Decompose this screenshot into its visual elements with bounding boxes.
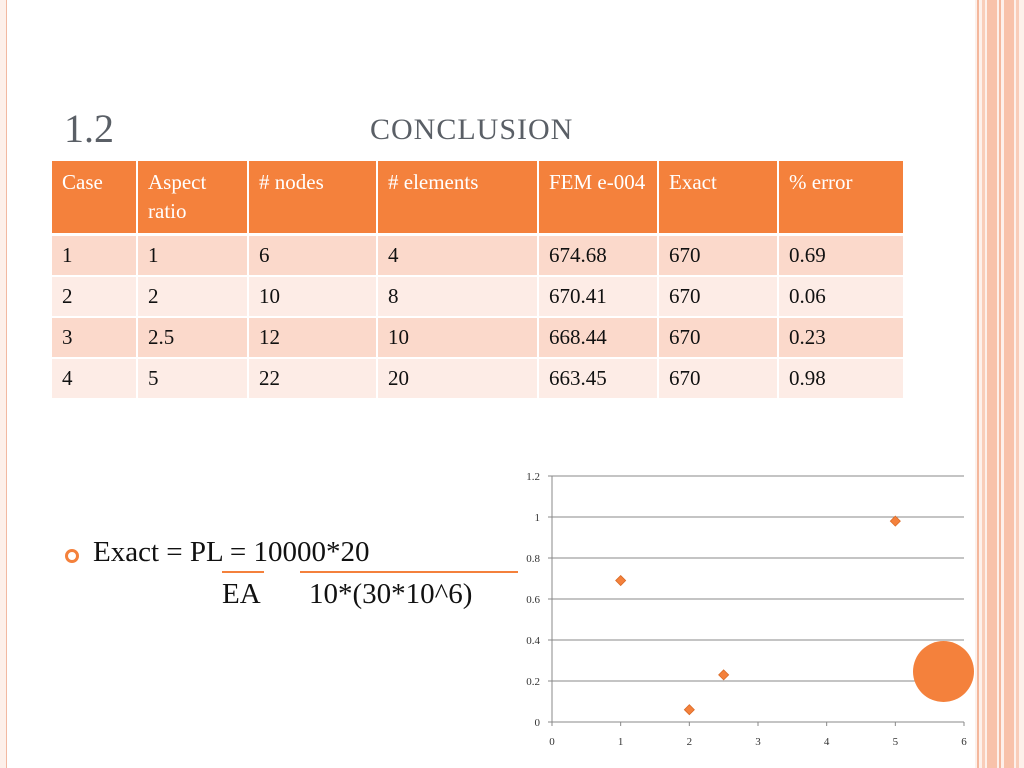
formula-numerator-symbol: PL — [189, 536, 223, 568]
data-point — [889, 515, 901, 527]
decor-stripe — [1004, 0, 1014, 768]
table-cell: 668.44 — [538, 316, 659, 359]
chart-points — [615, 515, 901, 716]
table-cell: 12 — [248, 316, 378, 359]
fraction-bar — [300, 571, 518, 573]
formula-denominator-symbol: EA — [222, 578, 261, 610]
slide-title: CONCLUSION — [370, 113, 574, 146]
formula-lhs: Exact = — [93, 536, 190, 568]
table-cell: 20 — [377, 357, 539, 400]
chart-grid — [551, 475, 964, 723]
table-cell: 5 — [137, 357, 249, 400]
table-cell: 1 — [52, 234, 138, 277]
table-cell: 0.69 — [778, 234, 905, 277]
y-tick-label: 0.2 — [526, 676, 540, 688]
header-cell: # elements — [377, 161, 539, 236]
decor-stripe — [987, 0, 997, 768]
table-cell: 4 — [52, 357, 138, 400]
x-tick-label: 5 — [893, 736, 899, 748]
table-cell: 670 — [658, 234, 779, 277]
data-point — [683, 704, 695, 716]
table-cell: 2.5 — [137, 316, 249, 359]
table-row: 3 2.5 12 10 668.44 670 0.23 — [52, 316, 905, 359]
table-cell: 8 — [377, 275, 539, 318]
table-header-row: Case Aspect ratio # nodes # elements FEM… — [52, 161, 905, 236]
table-cell: 10 — [377, 316, 539, 359]
y-tick-label: 0.8 — [526, 553, 540, 565]
y-tick-label: 1 — [535, 512, 541, 524]
decor-stripe — [999, 0, 1001, 768]
scatter-chart: 0 0.2 0.4 0.6 0.8 1 1.2 0 1 2 3 4 5 6 — [526, 471, 967, 748]
table-cell: 2 — [137, 275, 249, 318]
table-cell: 670 — [658, 316, 779, 359]
table-cell: 4 — [377, 234, 539, 277]
table-cell: 0.06 — [778, 275, 905, 318]
formula-denominator-value: 10*(30*10^6) — [309, 578, 473, 610]
decor-stripe — [977, 0, 979, 768]
data-point — [718, 669, 730, 681]
formula-equals: = — [222, 536, 254, 568]
table-row: 1 1 6 4 674.68 670 0.69 — [52, 234, 905, 277]
x-tick-label: 1 — [618, 736, 624, 748]
title-number: 1.2 — [64, 106, 114, 151]
results-table: Case Aspect ratio # nodes # elements FEM… — [52, 161, 905, 400]
table-cell: 670 — [658, 357, 779, 400]
table-cell: 6 — [248, 234, 378, 277]
table-cell: 22 — [248, 357, 378, 400]
table-cell: 0.23 — [778, 316, 905, 359]
header-cell: FEM e-004 — [538, 161, 659, 236]
x-tick-label: 6 — [961, 736, 967, 748]
y-tick-label: 1.2 — [526, 471, 540, 483]
table-cell: 663.45 — [538, 357, 659, 400]
x-tick-label: 2 — [687, 736, 693, 748]
table-cell: 670 — [658, 275, 779, 318]
bullet-icon — [65, 549, 79, 563]
x-tick-label: 0 — [549, 736, 555, 748]
header-cell: Exact — [658, 161, 779, 236]
header-cell: Aspect ratio — [137, 161, 249, 236]
decor-stripe — [982, 0, 985, 768]
y-tick-label: 0.4 — [526, 635, 540, 647]
header-cell: % error — [778, 161, 905, 236]
table-cell: 1 — [137, 234, 249, 277]
table-cell: 670.41 — [538, 275, 659, 318]
formula-line-1: Exact = PL = 10000*20 — [93, 536, 370, 569]
x-tick-label: 4 — [824, 736, 830, 748]
table-cell: 674.68 — [538, 234, 659, 277]
fraction-bar — [222, 571, 264, 573]
table-row: 2 2 10 8 670.41 670 0.06 — [52, 275, 905, 318]
table-row: 4 5 22 20 663.45 670 0.98 — [52, 357, 905, 400]
x-tick-label: 3 — [755, 736, 761, 748]
x-axis-ticks: 0 1 2 3 4 5 6 — [549, 722, 967, 748]
table-cell: 0.98 — [778, 357, 905, 400]
y-tick-label: 0.6 — [526, 594, 540, 606]
table-cell: 10 — [248, 275, 378, 318]
data-point — [615, 574, 627, 587]
table-cell: 3 — [52, 316, 138, 359]
formula-numerator-value: 10000*20 — [253, 536, 370, 568]
y-axis-ticks: 0 0.2 0.4 0.6 0.8 1 1.2 — [526, 471, 552, 729]
decor-stripe — [1016, 0, 1019, 768]
header-cell: # nodes — [248, 161, 378, 236]
decor-circle — [913, 641, 974, 702]
table-cell: 2 — [52, 275, 138, 318]
header-cell: Case — [52, 161, 138, 236]
y-tick-label: 0 — [535, 717, 541, 729]
